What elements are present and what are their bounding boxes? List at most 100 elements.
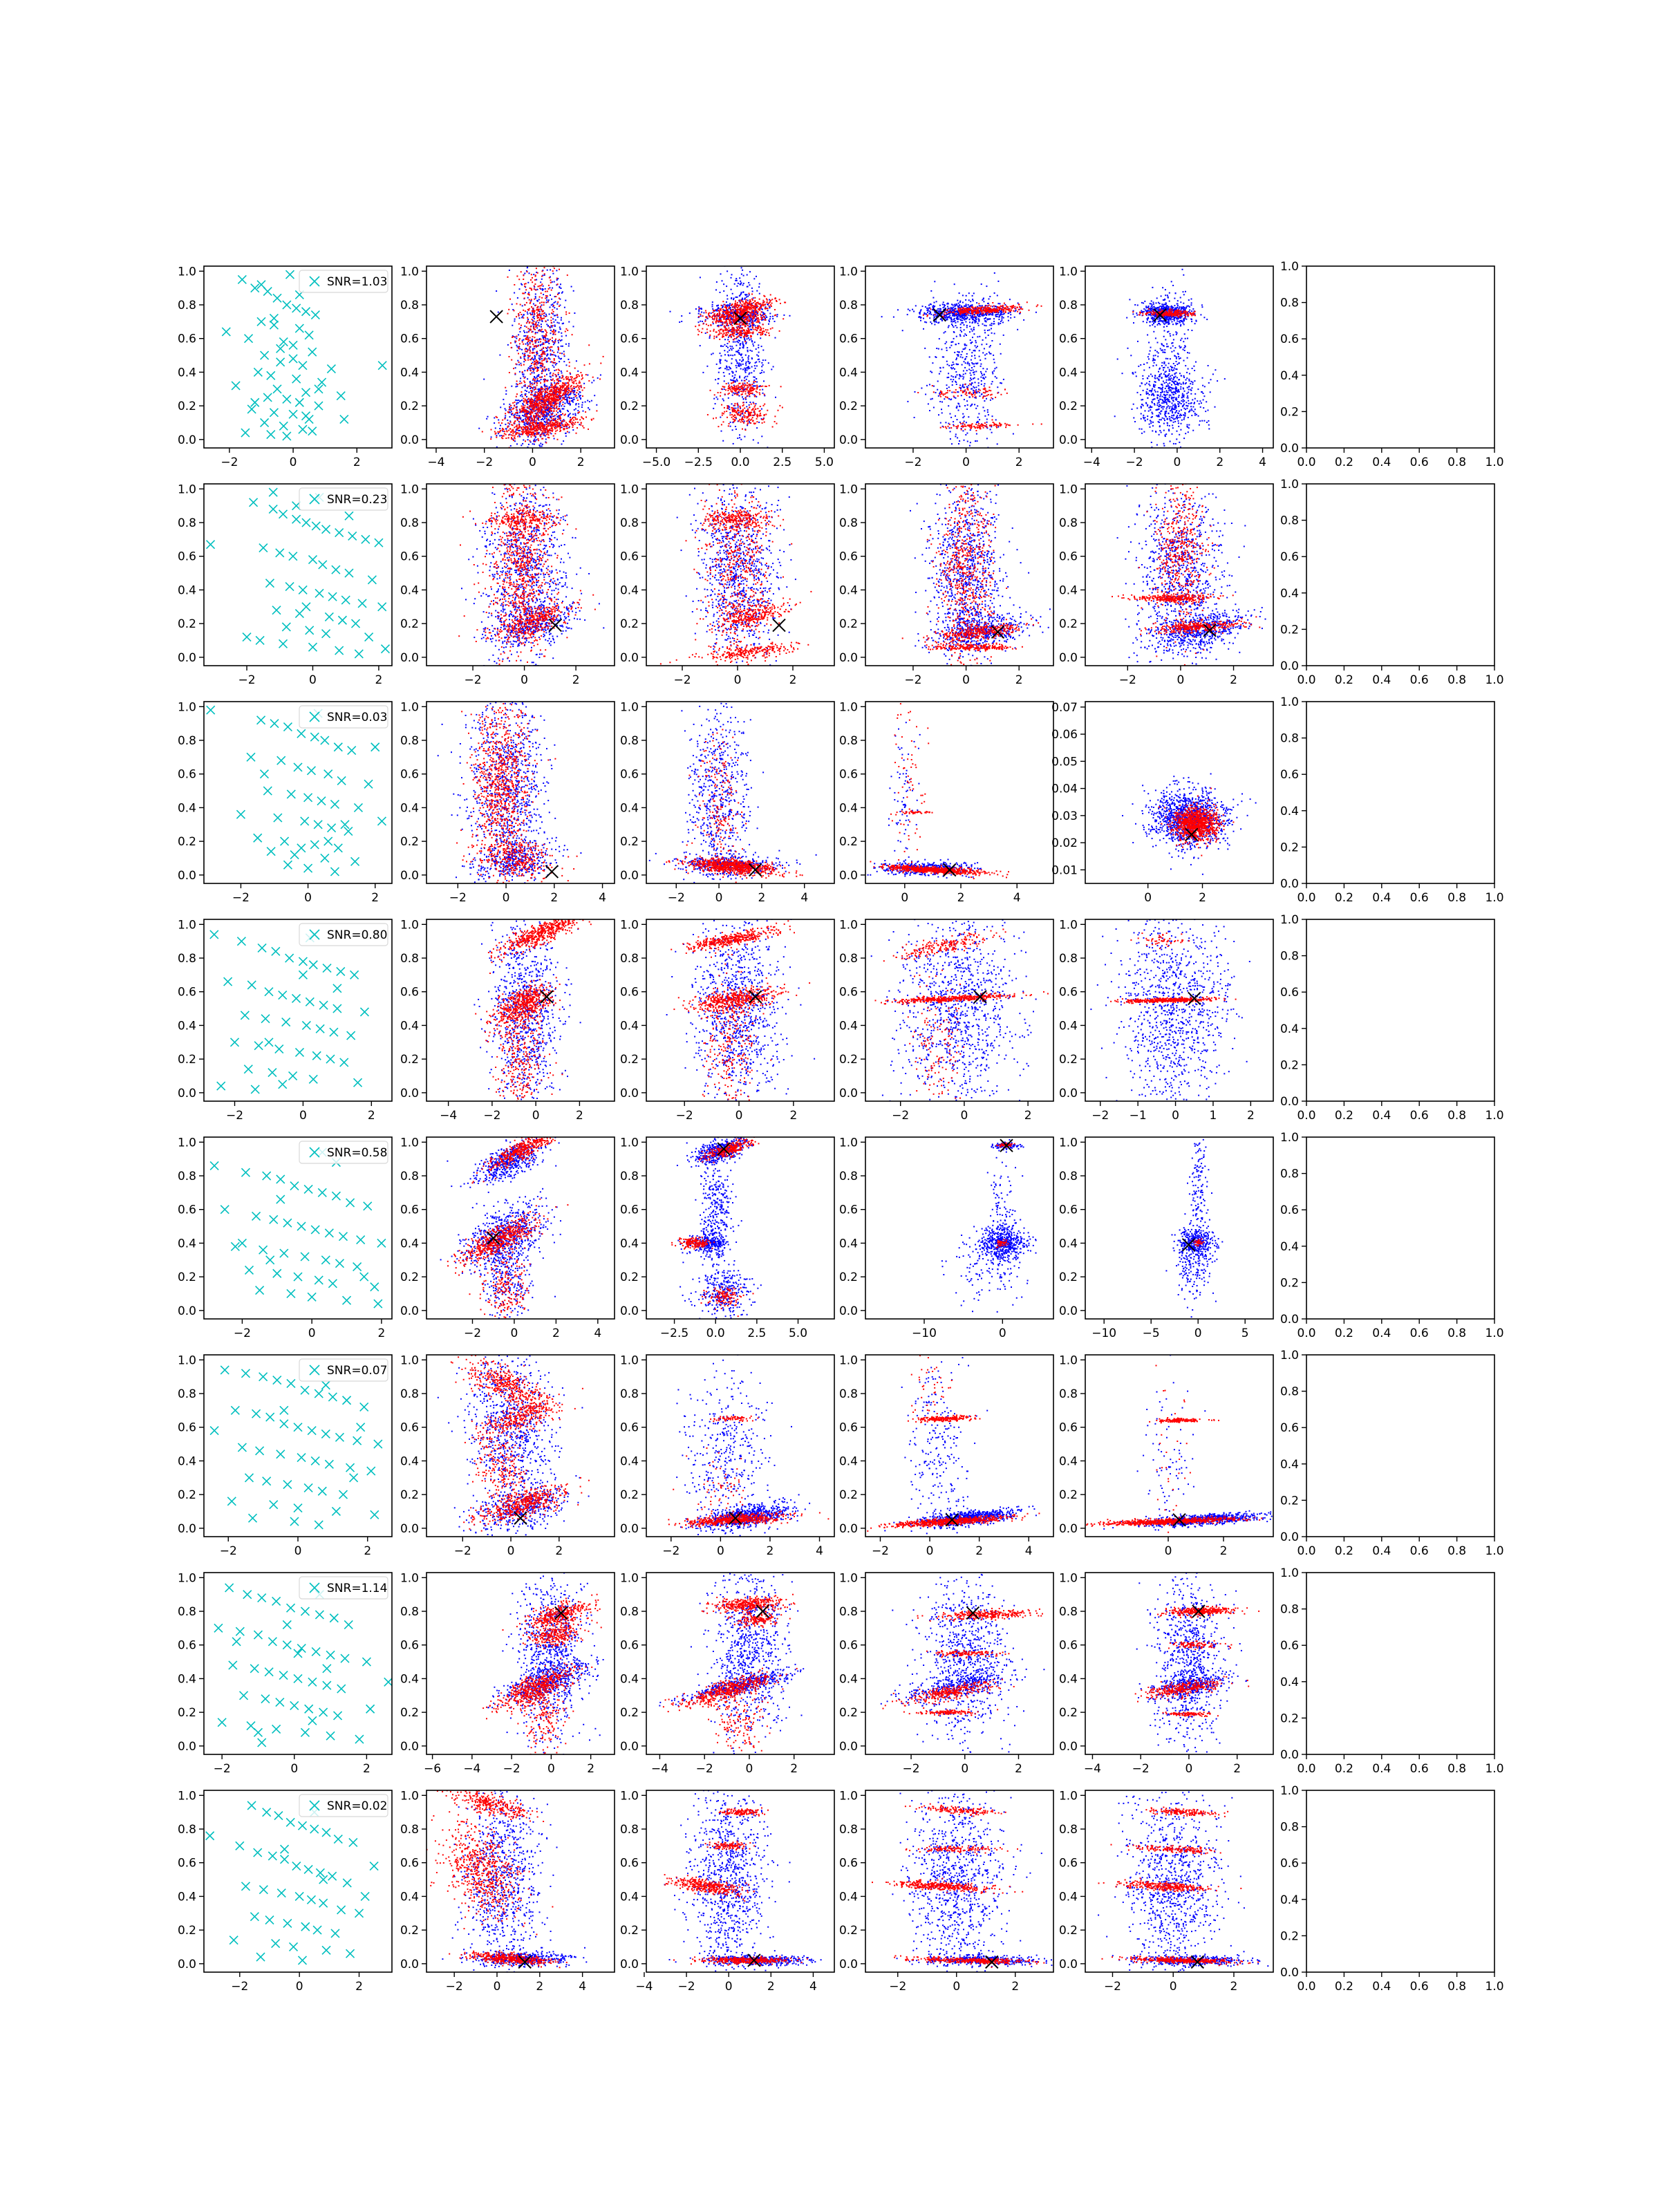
scatter-point — [712, 318, 713, 319]
scatter-point — [553, 435, 554, 437]
scatter-point — [514, 427, 515, 428]
scatter-point — [592, 377, 594, 378]
scatter-point — [556, 468, 557, 469]
scatter-point — [715, 322, 717, 324]
scatter-point — [540, 261, 541, 263]
scatter-point — [550, 294, 551, 296]
scatter-point — [768, 303, 769, 304]
scatter-point — [740, 332, 742, 333]
scatter-point — [542, 321, 543, 322]
scatter-point — [534, 315, 535, 316]
scatter-point — [758, 442, 759, 444]
scatter-point — [536, 409, 537, 410]
scatter-point — [756, 385, 758, 386]
scatter-point — [527, 350, 529, 351]
scatter-point — [722, 311, 724, 312]
scatter-point — [533, 371, 534, 372]
scatter-point — [727, 405, 728, 406]
scatter-point — [710, 316, 711, 317]
scatter-point — [536, 309, 538, 310]
scatter-point — [567, 274, 568, 276]
scatter-point — [529, 381, 531, 382]
scatter-point — [728, 451, 729, 453]
scatter-point — [758, 332, 760, 333]
scatter-point — [713, 338, 715, 339]
scatter-point — [482, 431, 483, 433]
scatter-point — [562, 404, 563, 405]
scatter-point — [516, 415, 518, 416]
scatter-point — [743, 345, 744, 346]
scatter-point — [772, 328, 774, 329]
scatter-point — [527, 422, 528, 424]
scatter-point — [721, 424, 722, 425]
scatter-point — [571, 286, 572, 288]
scatter-point — [547, 431, 549, 433]
scatter-point — [742, 418, 743, 420]
scatter-point — [554, 433, 556, 434]
scatter-point — [720, 353, 721, 354]
scatter-point — [550, 279, 552, 281]
scatter-point — [536, 217, 537, 218]
scatter-point — [762, 304, 764, 306]
scatter-point — [520, 418, 521, 420]
scatter-point — [531, 391, 532, 392]
scatter-point — [557, 421, 559, 422]
scatter-point — [530, 326, 532, 328]
scatter-point — [745, 391, 747, 393]
scatter-point — [554, 307, 555, 308]
scatter-point — [755, 303, 756, 305]
scatter-point — [749, 394, 750, 395]
scatter-point — [533, 424, 534, 426]
scatter-point — [505, 413, 506, 414]
scatter-point — [550, 332, 552, 334]
scatter-point — [565, 311, 567, 312]
scatter-point — [567, 382, 568, 384]
scatter-point — [575, 419, 577, 420]
scatter-point — [753, 317, 754, 319]
scatter-point — [753, 315, 755, 317]
scatter-point — [717, 314, 718, 315]
scatter-point — [712, 321, 713, 323]
scatter-point — [744, 329, 745, 330]
scatter-point — [729, 388, 730, 389]
scatter-point — [569, 426, 570, 427]
scatter-point — [579, 396, 580, 397]
x-tick-label: 0.0 — [731, 456, 749, 469]
scatter-point — [563, 406, 565, 407]
scatter-point — [733, 335, 735, 337]
scatter-point — [529, 308, 530, 310]
scatter-point — [724, 380, 725, 382]
scatter-point — [527, 370, 528, 371]
scatter-point — [499, 431, 500, 432]
scatter-point — [720, 395, 721, 397]
scatter-point — [554, 398, 556, 400]
scatter-point — [724, 332, 725, 334]
scatter-point — [764, 314, 765, 315]
scatter-point — [538, 330, 539, 332]
scatter-point — [748, 361, 749, 362]
scatter-point — [520, 433, 521, 435]
scatter-point — [734, 405, 735, 406]
scatter-point — [546, 299, 547, 301]
scatter-point — [756, 327, 758, 328]
scatter-point — [760, 315, 762, 317]
scatter-point — [536, 367, 537, 368]
scatter-point — [726, 367, 727, 368]
scatter-point — [515, 400, 516, 401]
scatter-point — [571, 380, 572, 382]
scatter-point — [532, 339, 533, 340]
scatter-point — [554, 302, 555, 303]
scatter-point — [553, 416, 554, 418]
scatter-point — [563, 424, 564, 426]
scatter-point — [762, 309, 763, 310]
scatter-point — [534, 288, 535, 290]
scatter-point — [754, 297, 756, 299]
scatter-point — [724, 375, 725, 377]
scatter-point — [535, 296, 536, 297]
series-r1c3-blue — [670, 232, 791, 513]
scatter-point — [751, 341, 753, 342]
scatter-point — [730, 355, 731, 356]
scatter-point — [569, 400, 570, 402]
scatter-point — [742, 310, 744, 311]
scatter-point — [559, 353, 561, 354]
